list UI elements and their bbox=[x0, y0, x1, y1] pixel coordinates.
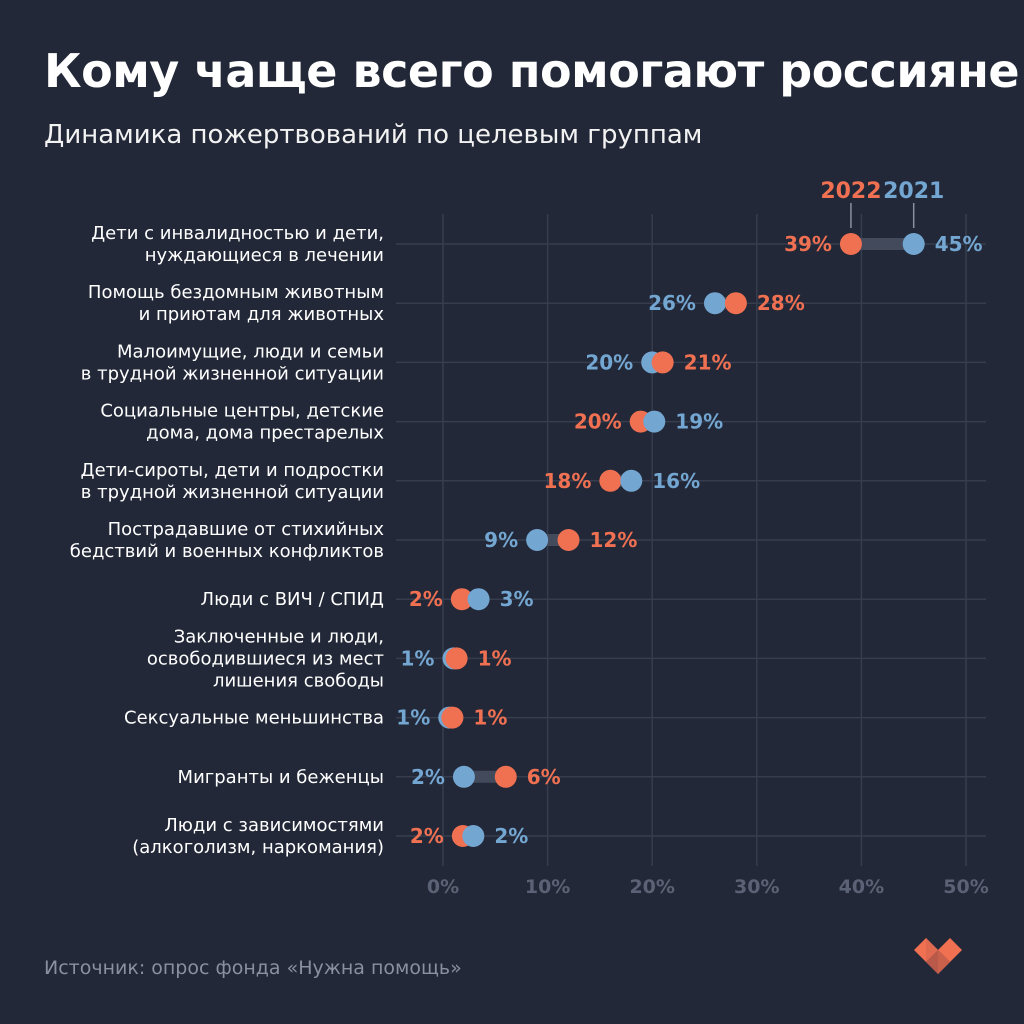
x-tick-label: 50% bbox=[943, 876, 988, 898]
category-label: Помощь бездомным животным bbox=[88, 282, 384, 303]
dot-2021 bbox=[452, 765, 475, 788]
value-label-2021: 19% bbox=[675, 410, 723, 434]
value-label-2021: 3% bbox=[500, 587, 534, 611]
x-tick-label: 40% bbox=[839, 876, 884, 898]
legend-label-2021: 2021 bbox=[883, 179, 944, 204]
dot-2021 bbox=[467, 588, 490, 611]
dot-2022 bbox=[651, 351, 674, 374]
value-label-2021: 1% bbox=[400, 646, 434, 670]
dot-2022 bbox=[441, 706, 464, 729]
dot-2022 bbox=[445, 647, 468, 670]
chart-title: Кому чаще всего помогают россияне bbox=[44, 44, 1020, 98]
category-label: в трудной жизненной ситуации bbox=[81, 482, 384, 503]
logo-facet-2 bbox=[926, 950, 938, 974]
category-label: (алкоголизм, наркомания) bbox=[132, 837, 384, 858]
source-note: Источник: опрос фонда «Нужна помощь» bbox=[44, 957, 462, 979]
value-label-2022: 21% bbox=[684, 350, 732, 374]
dot-2022 bbox=[839, 233, 862, 255]
category-label: бедствий и военных конфликтов bbox=[70, 541, 384, 562]
value-label-2022: 39% bbox=[784, 232, 832, 256]
dot-2022 bbox=[450, 588, 473, 611]
dot-2022 bbox=[724, 292, 747, 315]
logo-facet-1 bbox=[926, 938, 938, 962]
value-label-2021: 45% bbox=[935, 232, 983, 256]
dot-2022 bbox=[557, 529, 580, 551]
legend: 2022 2021 bbox=[820, 179, 944, 228]
category-label: Мигранты и беженцы bbox=[178, 767, 384, 788]
category-label: Заключенные и люди, bbox=[174, 626, 384, 647]
category-row: Мигранты и беженцы 2% 6% bbox=[178, 765, 986, 789]
category-row: Люди с ВИЧ / СПИД 2% 3% bbox=[201, 587, 986, 611]
value-label-2021: 16% bbox=[652, 469, 700, 493]
value-label-2022: 20% bbox=[574, 410, 622, 434]
category-label: освободившиеся из мест bbox=[147, 648, 384, 669]
dot-2021 bbox=[643, 410, 666, 433]
category-label: Люди с ВИЧ / СПИД bbox=[201, 589, 384, 610]
category-label: Люди с зависимостями bbox=[164, 815, 384, 836]
category-label: в трудной жизненной ситуации bbox=[81, 363, 384, 384]
chart-subtitle: Динамика пожертвований по целевым группа… bbox=[44, 120, 703, 150]
category-row: Сексуальные меньшинства 1% 1% bbox=[124, 706, 986, 730]
dot-2021 bbox=[462, 825, 485, 847]
value-label-2021: 2% bbox=[411, 765, 445, 789]
value-label-2022: 2% bbox=[410, 824, 444, 848]
category-row: Люди с зависимостями(алкоголизм, наркома… bbox=[132, 815, 986, 858]
value-label-2022: 6% bbox=[527, 765, 561, 789]
value-label-2021: 1% bbox=[396, 706, 430, 730]
category-label: Пострадавшие от стихийных bbox=[108, 519, 385, 540]
logo-facet-3 bbox=[938, 950, 950, 974]
category-label: нуждающиеся в лечении bbox=[145, 245, 384, 266]
value-label-2021: 20% bbox=[585, 350, 633, 374]
category-label: дома, дома престарелых bbox=[146, 423, 384, 444]
heart-logo-icon bbox=[914, 938, 962, 974]
category-label: Дети-сироты, дети и подростки bbox=[81, 460, 384, 481]
dot-2021 bbox=[526, 529, 549, 551]
legend-label-2022: 2022 bbox=[820, 179, 881, 204]
category-label: Дети с инвалидностью и дети, bbox=[91, 223, 384, 244]
dot-2022 bbox=[599, 469, 622, 492]
value-label-2022: 1% bbox=[473, 706, 507, 730]
dot-2021 bbox=[902, 233, 925, 255]
category-label: Малоимущие, люди и семьи bbox=[117, 341, 384, 362]
category-row: Заключенные и люди,освободившиеся из мес… bbox=[147, 626, 986, 691]
value-label-2022: 1% bbox=[478, 646, 512, 670]
dot-2021 bbox=[620, 469, 643, 492]
category-label: Социальные центры, детские bbox=[100, 401, 384, 422]
category-row: Дети с инвалидностью и дети,нуждающиеся … bbox=[91, 223, 986, 266]
value-label-2022: 18% bbox=[543, 469, 591, 493]
x-tick-label: 30% bbox=[734, 876, 779, 898]
dot-2021 bbox=[703, 292, 726, 315]
value-label-2021: 9% bbox=[484, 528, 518, 552]
value-label-2021: 26% bbox=[648, 291, 696, 315]
category-label: Сексуальные меньшинства bbox=[124, 708, 384, 729]
x-tick-label: 20% bbox=[629, 876, 674, 898]
x-tick-label: 10% bbox=[525, 876, 570, 898]
category-label: лишения свободы bbox=[213, 670, 384, 691]
value-label-2021: 2% bbox=[494, 824, 528, 848]
value-label-2022: 2% bbox=[409, 587, 443, 611]
category-label: и приютам для животных bbox=[139, 304, 385, 325]
value-label-2022: 28% bbox=[757, 291, 805, 315]
dot-2022 bbox=[494, 765, 517, 788]
x-tick-label: 0% bbox=[427, 876, 459, 898]
value-label-2022: 12% bbox=[590, 528, 638, 552]
